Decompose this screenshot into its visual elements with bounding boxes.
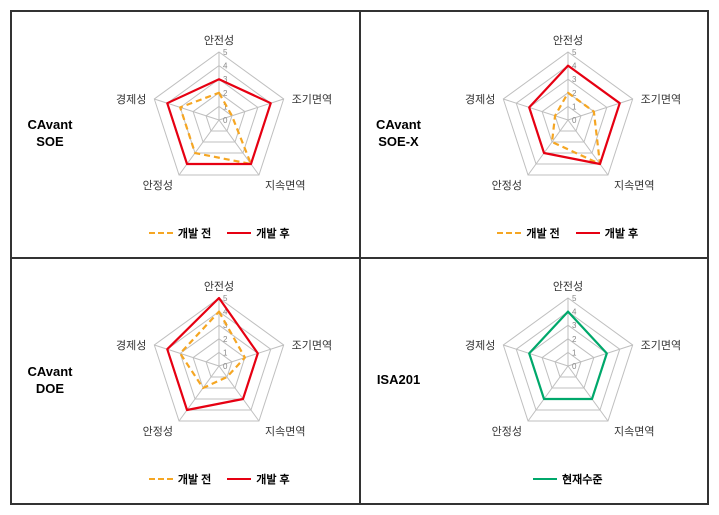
svg-text:0: 0 xyxy=(223,362,228,371)
legend-swatch-after xyxy=(227,232,251,234)
axis-label: 안정성 xyxy=(491,425,521,438)
radar-soex: 012345안전성조기면역지속면역안정성경제성 xyxy=(438,28,698,223)
radar-grid: CAvant SOE 012345안전성조기면역지속면역안정성경제성 개발 전개… xyxy=(10,10,709,505)
legend-item-after: 개발 후 xyxy=(227,471,289,487)
axis-label: 경제성 xyxy=(116,339,146,352)
cell-soe: CAvant SOE 012345안전성조기면역지속면역안정성경제성 개발 전개… xyxy=(11,11,360,258)
axis-label: 안정성 xyxy=(491,179,521,192)
svg-text:3: 3 xyxy=(572,321,577,330)
legend-label-after: 개발 후 xyxy=(605,225,638,241)
axis-label: 조기면역 xyxy=(292,339,332,352)
svg-text:0: 0 xyxy=(572,116,577,125)
cell-doe: CAvant DOE 012345안전성조기면역지속면역안정성경제성 개발 전개… xyxy=(11,258,360,505)
legend-label-after: 개발 후 xyxy=(256,471,289,487)
legend-soe: 개발 전 개발 후 xyxy=(149,225,290,241)
legend-item-before: 개발 전 xyxy=(149,225,211,241)
legend-item-before: 개발 전 xyxy=(497,225,559,241)
legend-label-current: 현재수준 xyxy=(562,471,602,487)
radar-isa: 012345안전성조기면역지속면역안정성경제성 xyxy=(438,274,698,469)
radar-doe: 012345안전성조기면역지속면역안정성경제성 xyxy=(89,274,349,469)
chart-col-doe: 012345안전성조기면역지속면역안정성경제성 개발 전개발 후 xyxy=(84,274,355,487)
svg-text:1: 1 xyxy=(223,349,228,358)
cell-isa: ISA201 012345안전성조기면역지속면역안정성경제성 현재수준 xyxy=(360,258,709,505)
svg-text:5: 5 xyxy=(223,48,228,57)
svg-text:5: 5 xyxy=(572,48,577,57)
axis-label: 안정성 xyxy=(143,425,173,438)
legend-doe: 개발 전 개발 후 xyxy=(149,471,290,487)
chart-title-soe: CAvant SOE xyxy=(16,117,84,151)
svg-text:0: 0 xyxy=(572,362,577,371)
legend-item-after: 개발 후 xyxy=(576,225,638,241)
legend-swatch-after xyxy=(227,478,251,480)
axis-label: 조기면역 xyxy=(640,339,680,352)
svg-text:5: 5 xyxy=(572,294,577,303)
chart-title-soex: CAvant SOE-X xyxy=(365,117,433,151)
legend-swatch-before xyxy=(497,232,521,234)
svg-text:2: 2 xyxy=(223,335,228,344)
svg-text:0: 0 xyxy=(223,116,228,125)
legend-label-after: 개발 후 xyxy=(256,225,289,241)
svg-text:1: 1 xyxy=(572,349,577,358)
legend-swatch-before xyxy=(149,232,173,234)
axis-label: 경제성 xyxy=(116,93,146,106)
radar-soe: 012345안전성조기면역지속면역안정성경제성 xyxy=(89,28,349,223)
legend-label-before: 개발 전 xyxy=(526,225,559,241)
legend-label-before: 개발 전 xyxy=(178,471,211,487)
axis-label: 조기면역 xyxy=(640,93,680,106)
svg-text:2: 2 xyxy=(223,89,228,98)
axis-label: 경제성 xyxy=(465,339,495,352)
axis-label: 지속면역 xyxy=(265,425,305,438)
legend-isa: 현재수준 xyxy=(533,471,602,487)
axis-label: 지속면역 xyxy=(614,425,654,438)
legend-swatch-before xyxy=(149,478,173,480)
legend-soex: 개발 전 개발 후 xyxy=(497,225,638,241)
legend-item-current: 현재수준 xyxy=(533,471,602,487)
svg-text:5: 5 xyxy=(223,294,228,303)
axis-label: 안전성 xyxy=(553,34,583,47)
chart-col-isa: 012345안전성조기면역지속면역안정성경제성 현재수준 xyxy=(433,274,704,487)
chart-col-soex: 012345안전성조기면역지속면역안정성경제성 개발 전개발 후 xyxy=(433,28,704,241)
chart-col-soe: 012345안전성조기면역지속면역안정성경제성 개발 전개발 후 xyxy=(84,28,355,241)
axis-label: 조기면역 xyxy=(292,93,332,106)
axis-label: 안전성 xyxy=(204,34,234,47)
legend-label-before: 개발 전 xyxy=(178,225,211,241)
axis-label: 지속면역 xyxy=(614,179,654,192)
axis-label: 안전성 xyxy=(553,280,583,293)
axis-label: 안정성 xyxy=(143,179,173,192)
chart-title-isa: ISA201 xyxy=(365,372,433,389)
legend-item-before: 개발 전 xyxy=(149,471,211,487)
legend-swatch-current xyxy=(533,478,557,480)
legend-item-after: 개발 후 xyxy=(227,225,289,241)
svg-text:4: 4 xyxy=(223,61,228,70)
axis-label: 안전성 xyxy=(204,280,234,293)
legend-swatch-after xyxy=(576,232,600,234)
svg-text:3: 3 xyxy=(572,75,577,84)
svg-text:1: 1 xyxy=(572,102,577,111)
chart-title-doe: CAvant DOE xyxy=(16,364,84,398)
svg-text:2: 2 xyxy=(572,335,577,344)
axis-label: 경제성 xyxy=(465,93,495,106)
axis-label: 지속면역 xyxy=(265,179,305,192)
cell-soex: CAvant SOE-X 012345안전성조기면역지속면역안정성경제성 개발 … xyxy=(360,11,709,258)
